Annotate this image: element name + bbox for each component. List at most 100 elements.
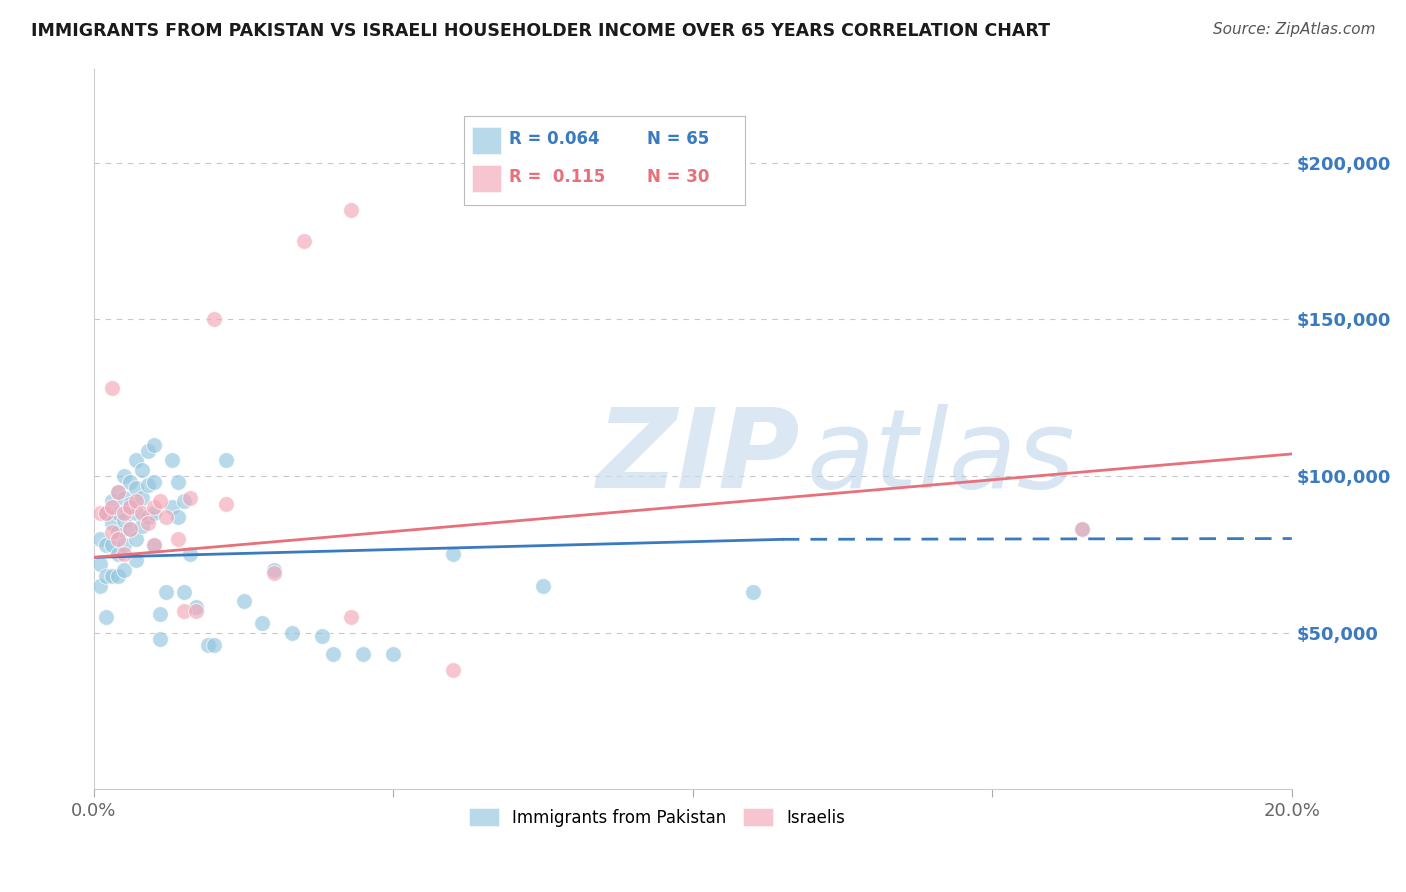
Point	[125, 553, 148, 567]
Point	[94, 610, 117, 624]
Point	[101, 525, 124, 540]
Point	[107, 547, 129, 561]
Point	[166, 475, 188, 490]
Point	[184, 600, 207, 615]
Legend: Immigrants from Pakistan, Israelis: Immigrants from Pakistan, Israelis	[460, 800, 853, 835]
Text: R =  0.115: R = 0.115	[509, 169, 605, 186]
Point	[149, 632, 172, 646]
Point	[118, 475, 141, 490]
Point	[441, 547, 464, 561]
Point	[741, 584, 763, 599]
Point	[125, 532, 148, 546]
Point	[215, 497, 238, 511]
Text: N = 65: N = 65	[647, 130, 709, 148]
Point	[202, 312, 225, 326]
Point	[101, 516, 124, 530]
Point	[155, 509, 177, 524]
Point	[160, 453, 183, 467]
Point	[441, 663, 464, 677]
Point	[112, 491, 135, 505]
Point	[340, 610, 363, 624]
Point	[107, 525, 129, 540]
Point	[142, 475, 165, 490]
Point	[166, 532, 188, 546]
Point	[107, 507, 129, 521]
Point	[149, 494, 172, 508]
Point	[112, 468, 135, 483]
Point	[263, 566, 285, 580]
Point	[142, 507, 165, 521]
Point	[142, 538, 165, 552]
Point	[118, 497, 141, 511]
Point	[232, 594, 254, 608]
Point	[101, 494, 124, 508]
Point	[89, 557, 111, 571]
Point	[136, 478, 159, 492]
Point	[173, 494, 195, 508]
Point	[94, 538, 117, 552]
Point	[382, 648, 405, 662]
Point	[107, 484, 129, 499]
Point	[101, 500, 124, 515]
Point	[112, 538, 135, 552]
Text: IMMIGRANTS FROM PAKISTAN VS ISRAELI HOUSEHOLDER INCOME OVER 65 YEARS CORRELATION: IMMIGRANTS FROM PAKISTAN VS ISRAELI HOUS…	[31, 22, 1050, 40]
Point	[131, 491, 153, 505]
Point	[94, 569, 117, 583]
Point	[149, 607, 172, 621]
Point	[340, 202, 363, 217]
Text: ZIP: ZIP	[598, 404, 800, 511]
Point	[112, 547, 135, 561]
Point	[166, 509, 188, 524]
Point	[131, 462, 153, 476]
Point	[280, 625, 302, 640]
Point	[202, 638, 225, 652]
Point	[1071, 522, 1094, 536]
Point	[292, 234, 315, 248]
Text: Source: ZipAtlas.com: Source: ZipAtlas.com	[1212, 22, 1375, 37]
Point	[107, 532, 129, 546]
Text: N = 30: N = 30	[647, 169, 709, 186]
Point	[112, 513, 135, 527]
Point	[112, 563, 135, 577]
Bar	[472, 165, 501, 192]
Point	[352, 648, 374, 662]
Point	[131, 507, 153, 521]
Point	[101, 569, 124, 583]
Point	[89, 532, 111, 546]
Point	[184, 604, 207, 618]
Point	[250, 616, 273, 631]
Point	[107, 569, 129, 583]
Point	[118, 522, 141, 536]
Point	[125, 453, 148, 467]
Point	[89, 578, 111, 592]
Bar	[472, 128, 501, 153]
Point	[179, 491, 201, 505]
Text: atlas: atlas	[807, 404, 1076, 511]
Point	[155, 584, 177, 599]
Point	[215, 453, 238, 467]
Point	[136, 516, 159, 530]
Text: R = 0.064: R = 0.064	[509, 130, 599, 148]
Point	[142, 437, 165, 451]
Point	[107, 484, 129, 499]
Point	[531, 578, 554, 592]
Point	[101, 381, 124, 395]
Point	[125, 494, 148, 508]
Point	[197, 638, 219, 652]
Point	[160, 500, 183, 515]
Point	[179, 547, 201, 561]
Point	[131, 519, 153, 533]
Point	[118, 500, 141, 515]
Point	[311, 629, 333, 643]
Point	[89, 507, 111, 521]
Point	[101, 538, 124, 552]
Point	[94, 507, 117, 521]
Point	[322, 648, 344, 662]
Point	[136, 443, 159, 458]
Point	[112, 507, 135, 521]
Point	[125, 507, 148, 521]
Point	[125, 482, 148, 496]
Point	[136, 509, 159, 524]
Point	[142, 538, 165, 552]
Point	[173, 604, 195, 618]
